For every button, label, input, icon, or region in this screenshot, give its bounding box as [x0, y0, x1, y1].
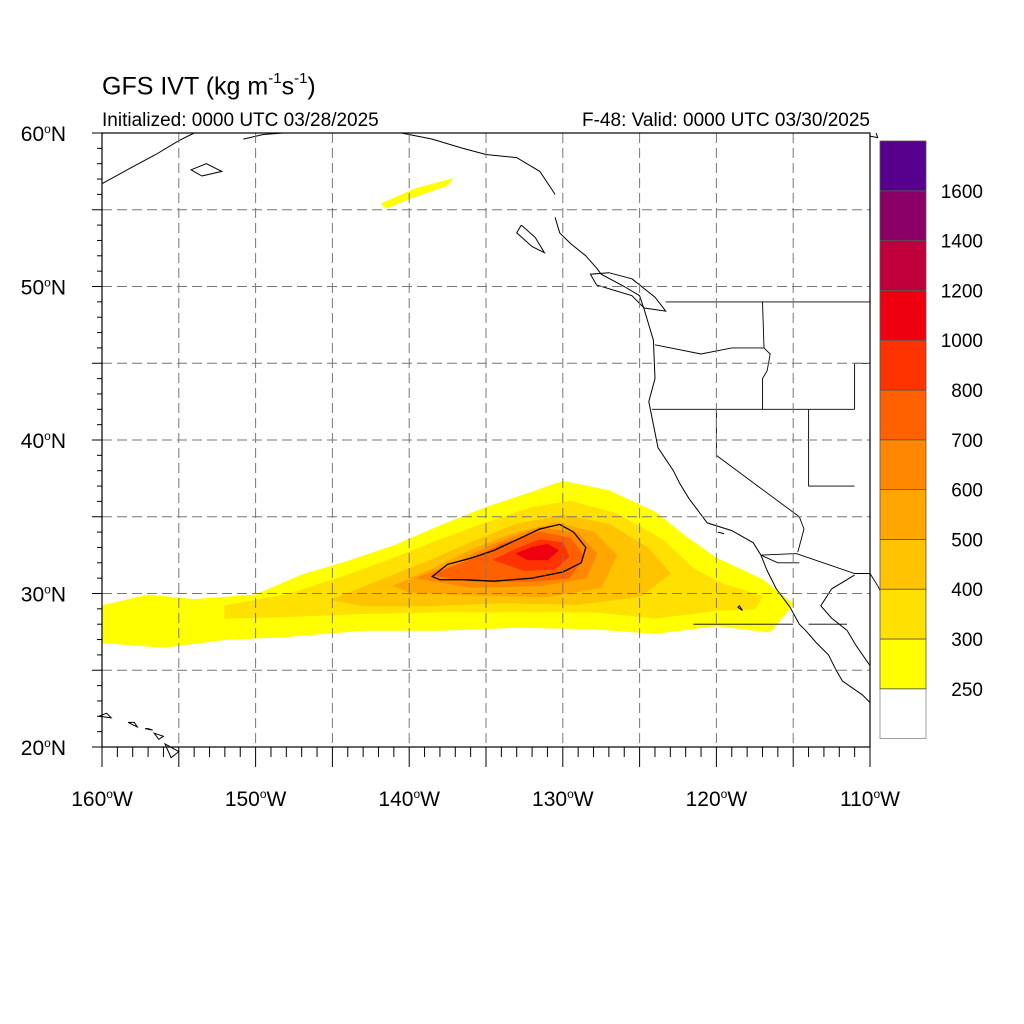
island [127, 721, 139, 729]
ivt-shading [101, 178, 794, 648]
lat-label-40: 40oN [21, 429, 66, 453]
colorbar-label: 300 [951, 630, 983, 651]
colorbar-label: 600 [951, 481, 983, 502]
ivt-patch-250 [380, 178, 454, 209]
colorbar-label: 800 [951, 381, 983, 402]
colorbar-box [879, 688, 927, 739]
state-border [760, 554, 800, 564]
ivt-band-1000 [515, 543, 560, 561]
island [717, 531, 725, 535]
valid-time: F-48: Valid: 0000 UTC 03/30/2025 [582, 110, 870, 131]
colorbar-label: 1400 [941, 232, 983, 253]
state-border [760, 553, 870, 574]
colorbar-label: 1200 [941, 281, 983, 302]
colorbar-box [879, 289, 927, 341]
lon-label-160: 160oW [71, 787, 133, 811]
coastline [381, 132, 556, 195]
colorbar-box [879, 389, 927, 441]
state-border [808, 409, 855, 487]
coastline [243, 132, 284, 140]
coastline [554, 217, 871, 703]
island [737, 605, 743, 611]
colorbar-label: 500 [951, 530, 983, 551]
lat-label-50: 50oN [21, 276, 66, 300]
coastline [101, 132, 195, 185]
colorbar-box [879, 588, 927, 640]
map-title: GFS IVT (kg m-1s-1) [102, 70, 316, 101]
lon-label-120: 120oW [686, 787, 748, 811]
colorbar-label: 700 [951, 431, 983, 452]
lon-label-130: 130oW [532, 787, 594, 811]
lon-label-150: 150oW [225, 787, 287, 811]
state-border [854, 362, 870, 410]
state-border [715, 409, 805, 553]
graticule [102, 133, 870, 747]
island [163, 742, 180, 759]
island [152, 732, 165, 740]
axis-ticks [92, 132, 871, 767]
lat-label-20: 20oN [21, 736, 66, 760]
ivt-contour [430, 523, 587, 582]
latitude-labels: 60oN 50oN 40oN 30oN 20oN [21, 122, 66, 760]
colorbar: 250 300 400 500 600 700 800 1000 1200 1400 1600 [879, 140, 983, 739]
colorbar-box [879, 339, 927, 391]
lon-label-110: 110oW [840, 787, 900, 811]
lon-label-140: 140oW [378, 787, 440, 811]
state-border [654, 301, 765, 355]
colorbar-label: 1000 [941, 331, 983, 352]
coastline [589, 272, 667, 312]
island [144, 728, 153, 731]
coastline [869, 132, 879, 139]
colorbar-box [879, 140, 927, 192]
colorbar-box [879, 190, 927, 242]
coastline [516, 224, 546, 254]
colorbar-label: 400 [951, 580, 983, 601]
coastline [820, 574, 871, 666]
colorbar-box [879, 439, 927, 490]
colorbar-box [879, 539, 927, 590]
lat-label-60: 60oN [21, 122, 66, 146]
state-border [762, 347, 771, 410]
coastlines [98, 132, 886, 759]
island [98, 712, 113, 719]
coastline [189, 163, 224, 177]
colorbar-label: 250 [951, 680, 983, 701]
initialized-time: Initialized: 0000 UTC 03/28/2025 [102, 110, 379, 131]
colorbar-label: 1600 [941, 182, 983, 203]
colorbar-box [879, 489, 927, 540]
lat-label-30: 30oN [21, 583, 66, 607]
ivt-1000-contour [430, 523, 587, 582]
colorbar-box [879, 638, 927, 690]
colorbar-box [879, 240, 927, 291]
longitude-labels: 160oW 150oW 140oW 130oW 120oW 110oW [71, 787, 900, 811]
